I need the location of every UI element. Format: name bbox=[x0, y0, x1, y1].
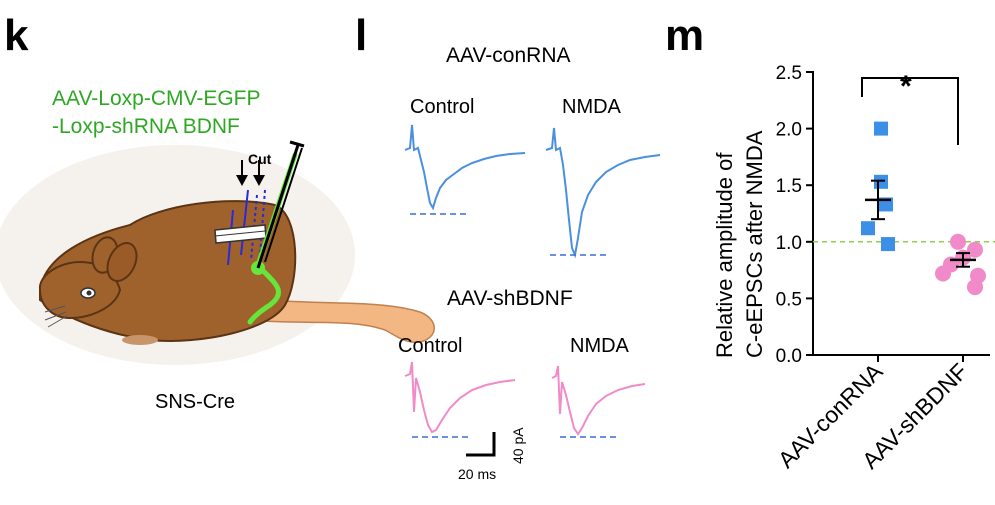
data-point-0-1 bbox=[874, 174, 888, 189]
data-point-1-4 bbox=[935, 265, 951, 282]
trace-label-control-shbdnf: Control bbox=[398, 335, 462, 357]
panel-l-letter: l bbox=[355, 11, 367, 60]
y-tick-label-3: 1.5 bbox=[776, 176, 802, 197]
significance-star: * bbox=[900, 70, 912, 103]
construct-label-line2: -Loxp-shRNA BDNF bbox=[52, 115, 240, 138]
mouse-tail bbox=[248, 299, 435, 344]
data-point-0-3 bbox=[861, 221, 875, 236]
y-tick-label-1: 0.5 bbox=[776, 289, 802, 310]
significance-bracket bbox=[861, 77, 959, 145]
data-point-1-1 bbox=[967, 241, 983, 258]
trace-shbdnf-control bbox=[404, 361, 516, 434]
mouse-illustration bbox=[38, 140, 435, 345]
trace-label-control-conrna: Control bbox=[410, 96, 474, 118]
data-point-0-0 bbox=[874, 121, 888, 136]
mouse-ear-right bbox=[106, 242, 138, 282]
trace-label-nmda-shbdnf: NMDA bbox=[570, 335, 630, 357]
arrow-down-icon-2 bbox=[253, 175, 265, 186]
nerve-cut-line bbox=[214, 230, 266, 237]
mouse-whisker-3 bbox=[47, 315, 68, 328]
trace-label-nmda-conrna: NMDA bbox=[562, 96, 622, 118]
mouse-whisker-1 bbox=[44, 305, 66, 313]
data-point-1-0 bbox=[950, 233, 966, 250]
electrode-tip bbox=[289, 140, 305, 148]
scale-bar-amplitude: 40 pA bbox=[510, 427, 526, 464]
panel-m: m Relative amplitude of C-eEPSCs after N… bbox=[665, 11, 995, 474]
panel-k: k AAV-Loxp-CMV-EGFP -Loxp-shRNA BDNF bbox=[0, 11, 435, 413]
data-point-1-6 bbox=[967, 279, 983, 296]
group-title-conrna: AAV-conRNA bbox=[446, 44, 571, 67]
scale-bar-time: 20 ms bbox=[458, 466, 496, 482]
electrode-2 bbox=[264, 147, 303, 263]
group-title-shbdnf: AAV-shBDNF bbox=[447, 287, 573, 310]
mouse-strain-label: SNS-Cre bbox=[155, 391, 235, 413]
cut-label: Cut bbox=[248, 151, 272, 167]
arrow-down-icon-1 bbox=[236, 175, 248, 186]
electrode-1 bbox=[256, 144, 300, 269]
trace-conrna-nmda bbox=[545, 127, 661, 259]
panel-k-letter: k bbox=[4, 11, 29, 60]
trace-conrna-control bbox=[404, 124, 526, 211]
y-tick-label-5: 2.5 bbox=[776, 63, 802, 84]
mouse-whisker-2 bbox=[44, 311, 67, 321]
y-tick-label-0: 0.0 bbox=[776, 346, 802, 367]
data-point-0-4 bbox=[881, 237, 895, 252]
scale-bar bbox=[466, 432, 496, 457]
y-tick-label-4: 2.0 bbox=[776, 120, 802, 141]
panel-m-letter: m bbox=[665, 11, 704, 60]
y-axis-title-line1: Relative amplitude of bbox=[712, 152, 737, 358]
vessel-2 bbox=[240, 189, 249, 256]
vessel-4 bbox=[259, 189, 266, 256]
mouse-pupil bbox=[86, 290, 92, 296]
y-axis-title-line2: C-eEPSCs after NMDA bbox=[742, 130, 767, 358]
mouse-foot bbox=[122, 335, 158, 345]
chart-marks bbox=[813, 121, 995, 296]
trace-shbdnf-nmda bbox=[551, 365, 646, 436]
y-tick-label-2: 1.0 bbox=[776, 233, 802, 254]
construct-label-line1: AAV-Loxp-CMV-EGFP bbox=[52, 87, 261, 110]
panel-l: l AAV-conRNA Control NMDA AAV-shBDNF Con… bbox=[355, 11, 661, 482]
